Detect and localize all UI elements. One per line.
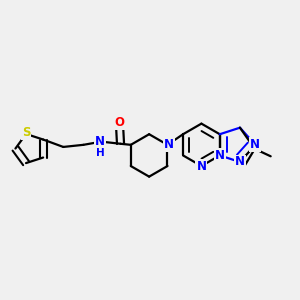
Text: H: H [96, 148, 104, 158]
Text: N: N [215, 149, 225, 162]
Text: N: N [95, 135, 105, 148]
Text: N: N [196, 160, 206, 172]
Text: O: O [115, 116, 124, 129]
Text: N: N [250, 138, 260, 151]
Text: S: S [22, 126, 30, 139]
Text: N: N [164, 138, 174, 151]
Text: N: N [235, 155, 245, 169]
